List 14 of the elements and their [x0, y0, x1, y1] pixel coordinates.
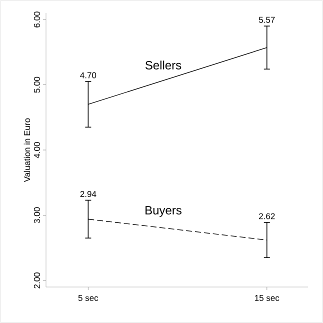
data-label: 4.70 — [80, 72, 96, 78]
y-tick-label: 4.00 — [34, 142, 40, 158]
y-tick-label: 6.00 — [34, 12, 40, 28]
series-label: Buyers — [146, 206, 182, 217]
y-tick-label: 3.00 — [34, 207, 40, 224]
data-label: 2.62 — [259, 213, 275, 220]
y-axis-title: Valuation in Euro — [24, 118, 30, 182]
x-tick-label: 15 sec — [255, 295, 280, 301]
data-label: 5.57 — [258, 16, 275, 23]
series-label: Sellers — [145, 60, 182, 70]
x-tick-label: 5 sec — [78, 295, 98, 301]
data-label: 2.94 — [80, 191, 96, 198]
y-tick-label: 5.00 — [34, 76, 40, 93]
y-tick-label: 2.00 — [34, 272, 40, 288]
